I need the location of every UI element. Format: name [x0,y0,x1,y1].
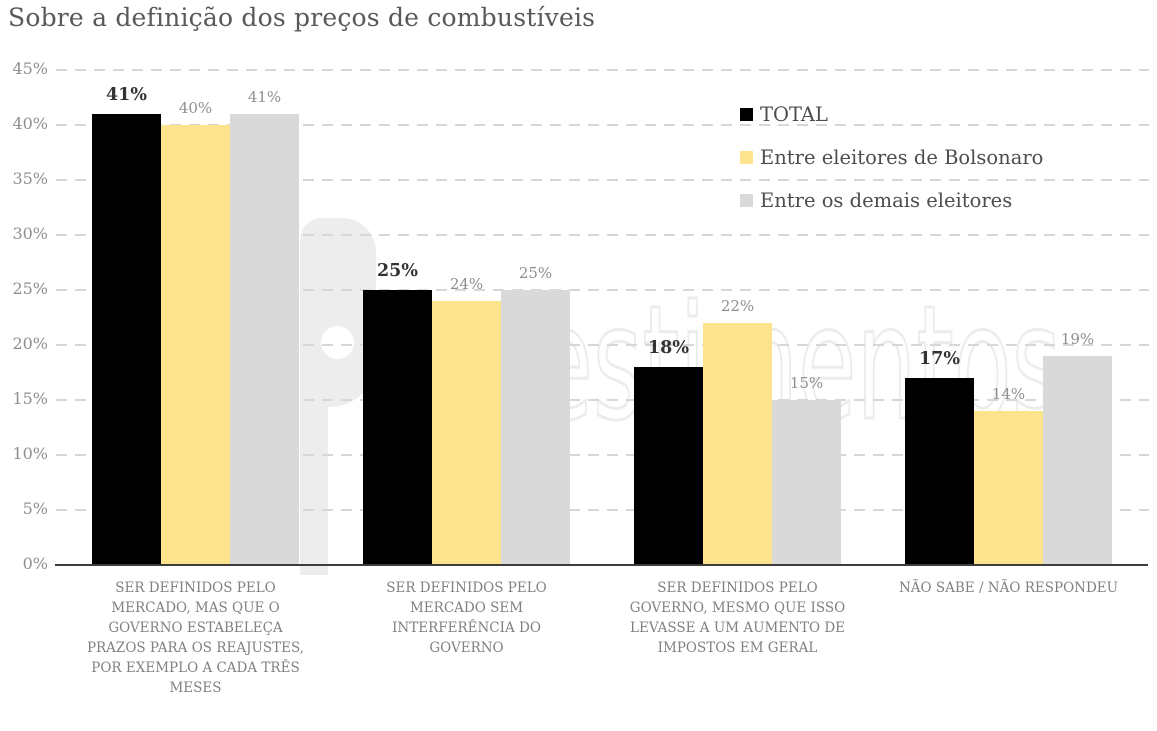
legend-swatch-total [740,108,753,121]
y-tick-label-30: 30% [12,224,48,243]
bar-value-label-total-3: 18% [648,338,689,358]
bar-total-1 [92,114,161,565]
gridline-20 [56,344,1149,346]
category-label-1: SER DEFINIDOS PELO MERCADO, MAS QUE O GO… [86,580,305,696]
bar-entre-os-demais-eleitores-3 [772,400,841,565]
gridline-5 [56,509,1149,511]
bar-entre-os-demais-eleitores-1 [230,114,299,565]
gridline-30 [56,234,1149,236]
gridline-45 [56,69,1149,71]
gridline-15 [56,399,1149,401]
bar-entre-eleitores-de-bolsonaro-1 [161,125,230,565]
category-label-3: SER DEFINIDOS PELO GOVERNO, MESMO QUE IS… [629,580,846,656]
y-tick-label-45: 45% [12,59,48,78]
legend-label-bolsonaro-voters: Entre eleitores de Bolsonaro [760,146,1044,169]
bar-entre-os-demais-eleitores-2 [501,290,570,565]
chart-title: Sobre a definição dos preços de combustí… [8,3,596,32]
y-tick-label-40: 40% [12,114,48,133]
bar-value-label-entre-eleitores-de-bolsonaro-1: 40% [178,99,213,117]
legend: TOTAL Entre eleitores de Bolsonaro Entre… [740,93,1043,222]
bar-value-label-total-2: 25% [377,261,418,281]
bar-value-label-entre-eleitores-de-bolsonaro-4: 14% [991,385,1026,403]
bar-value-label-total-1: 41% [106,85,147,105]
bar-entre-eleitores-de-bolsonaro-4 [974,411,1043,565]
legend-item-total: TOTAL [740,93,1043,136]
category-label-2: SER DEFINIDOS PELO MERCADO SEM INTERFERÊ… [386,580,547,656]
y-tick-label-25: 25% [12,279,48,298]
bar-value-label-total-4: 17% [919,349,960,369]
watermark-logo-hole [321,326,354,359]
bar-value-label-entre-os-demais-eleitores-3: 15% [789,374,824,392]
y-tick-label-10: 10% [12,444,48,463]
legend-item-other-voters: Entre os demais eleitores [740,179,1043,222]
y-tick-label-5: 5% [22,499,48,518]
y-tick-label-15: 15% [12,389,48,408]
y-tick-label-35: 35% [12,169,48,188]
gridline-10 [56,454,1149,456]
bar-value-label-entre-os-demais-eleitores-1: 41% [247,88,282,106]
gridline-25 [56,289,1149,291]
bar-value-label-entre-os-demais-eleitores-2: 25% [518,264,553,282]
y-tick-label-20: 20% [12,334,48,353]
legend-swatch-other-voters [740,194,753,207]
legend-item-bolsonaro-voters: Entre eleitores de Bolsonaro [740,136,1043,179]
bar-total-3 [634,367,703,565]
bar-entre-eleitores-de-bolsonaro-3 [703,323,772,565]
watermark-logo-tail [300,398,328,575]
bar-entre-eleitores-de-bolsonaro-2 [432,301,501,565]
bar-value-label-entre-os-demais-eleitores-4: 19% [1060,330,1095,348]
legend-swatch-bolsonaro-voters [740,151,753,164]
bar-total-2 [363,290,432,565]
bar-value-label-entre-eleitores-de-bolsonaro-2: 24% [449,275,484,293]
x-axis-line [55,564,1148,566]
gridline-35 [56,179,1149,181]
legend-label-total: TOTAL [760,103,828,126]
category-label-4: NÃO SABE / NÃO RESPONDEU [898,580,1119,596]
y-tick-label-0: 0% [22,554,48,573]
bar-entre-os-demais-eleitores-4 [1043,356,1112,565]
bar-total-4 [905,378,974,565]
legend-label-other-voters: Entre os demais eleitores [760,189,1013,212]
gridline-40 [56,124,1149,126]
bar-value-label-entre-eleitores-de-bolsonaro-3: 22% [720,297,755,315]
